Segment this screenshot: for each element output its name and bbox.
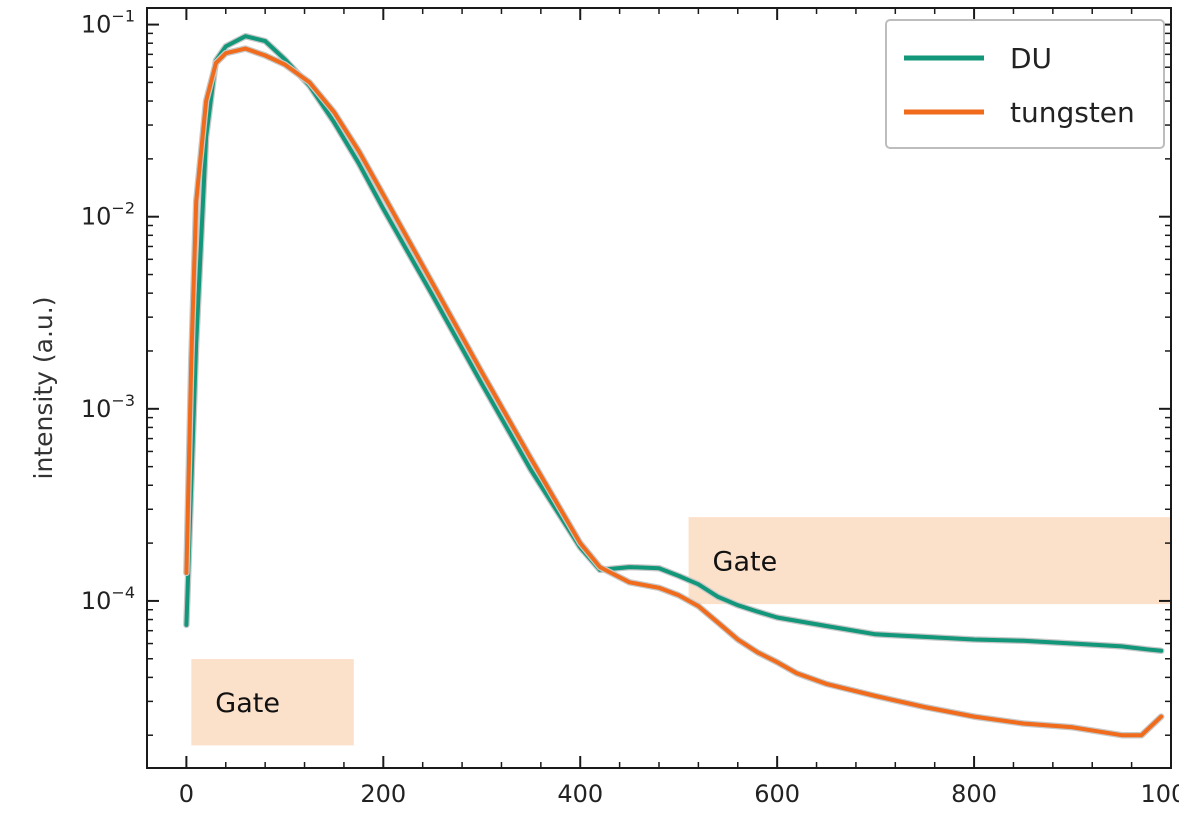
ticks-layer <box>147 8 1172 768</box>
y-tick-label: 10−4 <box>81 583 135 615</box>
x-tick-label: 1000 <box>1140 780 1179 808</box>
legend-label-tungsten: tungsten <box>1010 96 1135 129</box>
x-tick-label: 200 <box>360 780 406 808</box>
x-tick-label: 800 <box>951 780 997 808</box>
annotations-layer: Gate Gate <box>191 517 1171 746</box>
gate-box-2 <box>688 517 1171 605</box>
y-tick-label: 10−1 <box>81 7 135 39</box>
series-halo-tungsten <box>183 45 1165 739</box>
x-tick-label: 0 <box>179 780 194 808</box>
gate-label-2: Gate <box>713 547 778 578</box>
y-axis-label: intensity (a.u.) <box>29 297 58 480</box>
gate-label-1: Gate <box>215 688 280 719</box>
y-tick-label: 10−3 <box>81 391 135 423</box>
legend: DU tungsten <box>885 19 1165 149</box>
series-layer <box>183 32 1165 739</box>
gate-box-1 <box>191 659 354 746</box>
x-tick-label: 600 <box>754 780 800 808</box>
labels-layer: 0 200 400 600 800 1000 10−4 10−3 10−2 10−1 intensi… <box>29 7 1179 808</box>
legend-box <box>885 19 1165 149</box>
legend-label-du: DU <box>1010 42 1052 75</box>
x-tick-label: 400 <box>557 780 603 808</box>
y-tick-label: 10−2 <box>81 199 135 231</box>
series-line-tungsten <box>184 46 1164 738</box>
series-line-du <box>184 34 1164 653</box>
